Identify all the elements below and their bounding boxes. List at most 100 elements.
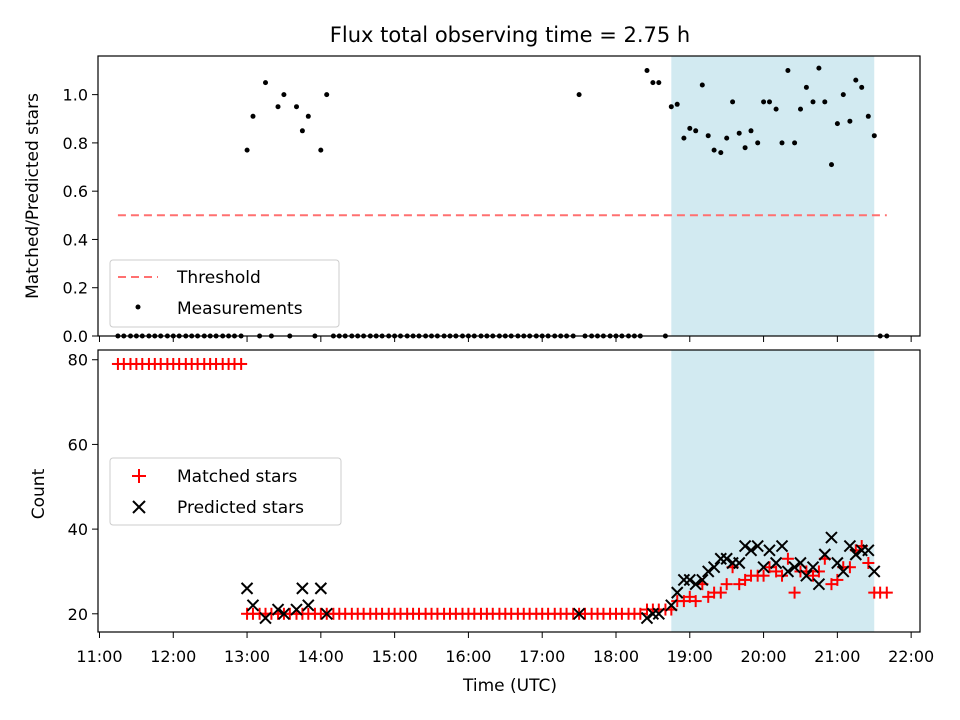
predicted-star-marker (314, 582, 328, 595)
measurement-point (656, 80, 662, 86)
measurement-point (318, 147, 324, 153)
x-tick-label: 14:00 (298, 647, 344, 666)
predicted-star-marker (831, 556, 844, 570)
x-tick-label: 21:00 (814, 647, 860, 666)
measurement-point (294, 104, 299, 110)
measurement-point (724, 135, 730, 141)
measurement-point (650, 80, 656, 86)
predicted-star-marker (302, 599, 315, 612)
measurement-point (687, 125, 693, 131)
predicted-star-markers (240, 531, 881, 625)
measurement-point (693, 128, 699, 134)
predicted-star-marker (781, 565, 795, 578)
predicted-star-marker (259, 611, 272, 625)
measurement-point (853, 77, 859, 83)
x-tick-label: 11:00 (76, 647, 122, 666)
measurement-point (785, 68, 791, 73)
measurement-point (305, 113, 311, 119)
top-y-tick-label: 0.6 (63, 182, 88, 201)
predicted-star-marker (763, 544, 776, 557)
measurement-point (699, 82, 705, 88)
measurement-point (576, 92, 582, 98)
x-tick-label: 22:00 (888, 647, 934, 666)
predicted-star-marker (862, 544, 875, 557)
measurement-point (644, 68, 650, 73)
measurement-point (705, 133, 711, 139)
legend-matched-label: Matched stars (177, 467, 297, 487)
measurement-point (761, 99, 767, 105)
chart-title: Flux total observing time = 2.75 h (330, 23, 690, 47)
measurement-point (810, 99, 816, 105)
matched-star-marker (843, 561, 856, 574)
predicted-star-marker (677, 573, 691, 587)
top-highlight-span (671, 56, 875, 336)
top-y-axis-label: Matched/Predicted stars (23, 93, 43, 299)
x-tick-label: 13:00 (224, 647, 270, 666)
bottom-plot-frame (97, 349, 921, 633)
matched-star-marker (776, 569, 789, 582)
predicted-star-marker (665, 599, 678, 612)
legend-predicted-label: Predicted stars (177, 498, 304, 518)
matched-star-marker (781, 552, 794, 565)
bottom-y-axis-label: Count (29, 468, 49, 519)
measurement-point (834, 121, 840, 127)
predicted-star-marker (271, 603, 285, 616)
predicted-star-marker (806, 561, 820, 574)
legend-measurements-swatch (135, 304, 141, 310)
measurement-point (816, 65, 822, 71)
predicted-star-marker (825, 531, 838, 544)
measurement-point (871, 133, 877, 139)
x-tick-label: 12:00 (150, 647, 196, 666)
predicted-star-marker (296, 582, 309, 595)
predicted-star-marker (794, 556, 807, 570)
predicted-star-marker (733, 556, 746, 570)
top-y-axis: 0.0 0.2 0.4 0.6 0.8 1.0 (63, 86, 98, 346)
top-legend: Threshold Measurements (109, 259, 340, 328)
measurement-point (767, 99, 772, 105)
top-legend-box (109, 259, 340, 328)
predicted-star-marker (707, 561, 721, 574)
predicted-star-marker (572, 607, 586, 620)
bottom-y-tick-label: 60 (68, 435, 88, 454)
measurement-point (865, 113, 871, 119)
measurement-point (681, 135, 687, 141)
matched-star-marker (634, 607, 647, 620)
measurement-point (840, 92, 846, 98)
x-tick-label: 20:00 (741, 647, 787, 666)
top-y-tick-label: 0.8 (63, 134, 88, 153)
matched-star-marker (831, 573, 844, 586)
matched-star-marker (720, 578, 733, 591)
matched-star-marker (714, 586, 727, 599)
measurement-point (822, 99, 828, 105)
legend-predicted-swatch (132, 500, 146, 514)
predicted-star-marker (868, 565, 881, 578)
measurement-point (859, 84, 865, 90)
top-y-tick-label: 0.2 (63, 279, 88, 298)
matched-star-marker (689, 595, 702, 608)
measurement-point (244, 147, 250, 153)
predicted-star-marker (246, 599, 260, 612)
predicted-star-marker (290, 603, 303, 616)
predicted-star-marker (640, 611, 654, 625)
measurement-point (803, 84, 809, 90)
predicted-star-marker (788, 561, 801, 574)
predicted-star-marker (646, 607, 660, 620)
predicted-star-marker (652, 607, 665, 620)
x-axis-label: Time (UTC) (462, 676, 557, 696)
predicted-star-marker (757, 561, 770, 574)
measurement-point (773, 106, 779, 112)
measurement-point (730, 99, 736, 105)
measurement-point (798, 106, 803, 112)
matched-star-marker (757, 569, 770, 582)
predicted-star-marker (720, 552, 733, 565)
predicted-star-marker (702, 565, 715, 578)
predicted-star-marker (843, 539, 857, 553)
top-panel: 0.0 0.2 0.4 0.6 0.8 1.0 Matched/Predicted sta… (23, 55, 921, 346)
bottom-y-tick-label: 80 (68, 351, 88, 370)
matched-star-marker (235, 357, 248, 370)
measurement-point (263, 80, 268, 86)
x-tick-label: 15:00 (372, 647, 418, 666)
measurement-point (792, 140, 798, 146)
measurement-point (299, 128, 305, 134)
